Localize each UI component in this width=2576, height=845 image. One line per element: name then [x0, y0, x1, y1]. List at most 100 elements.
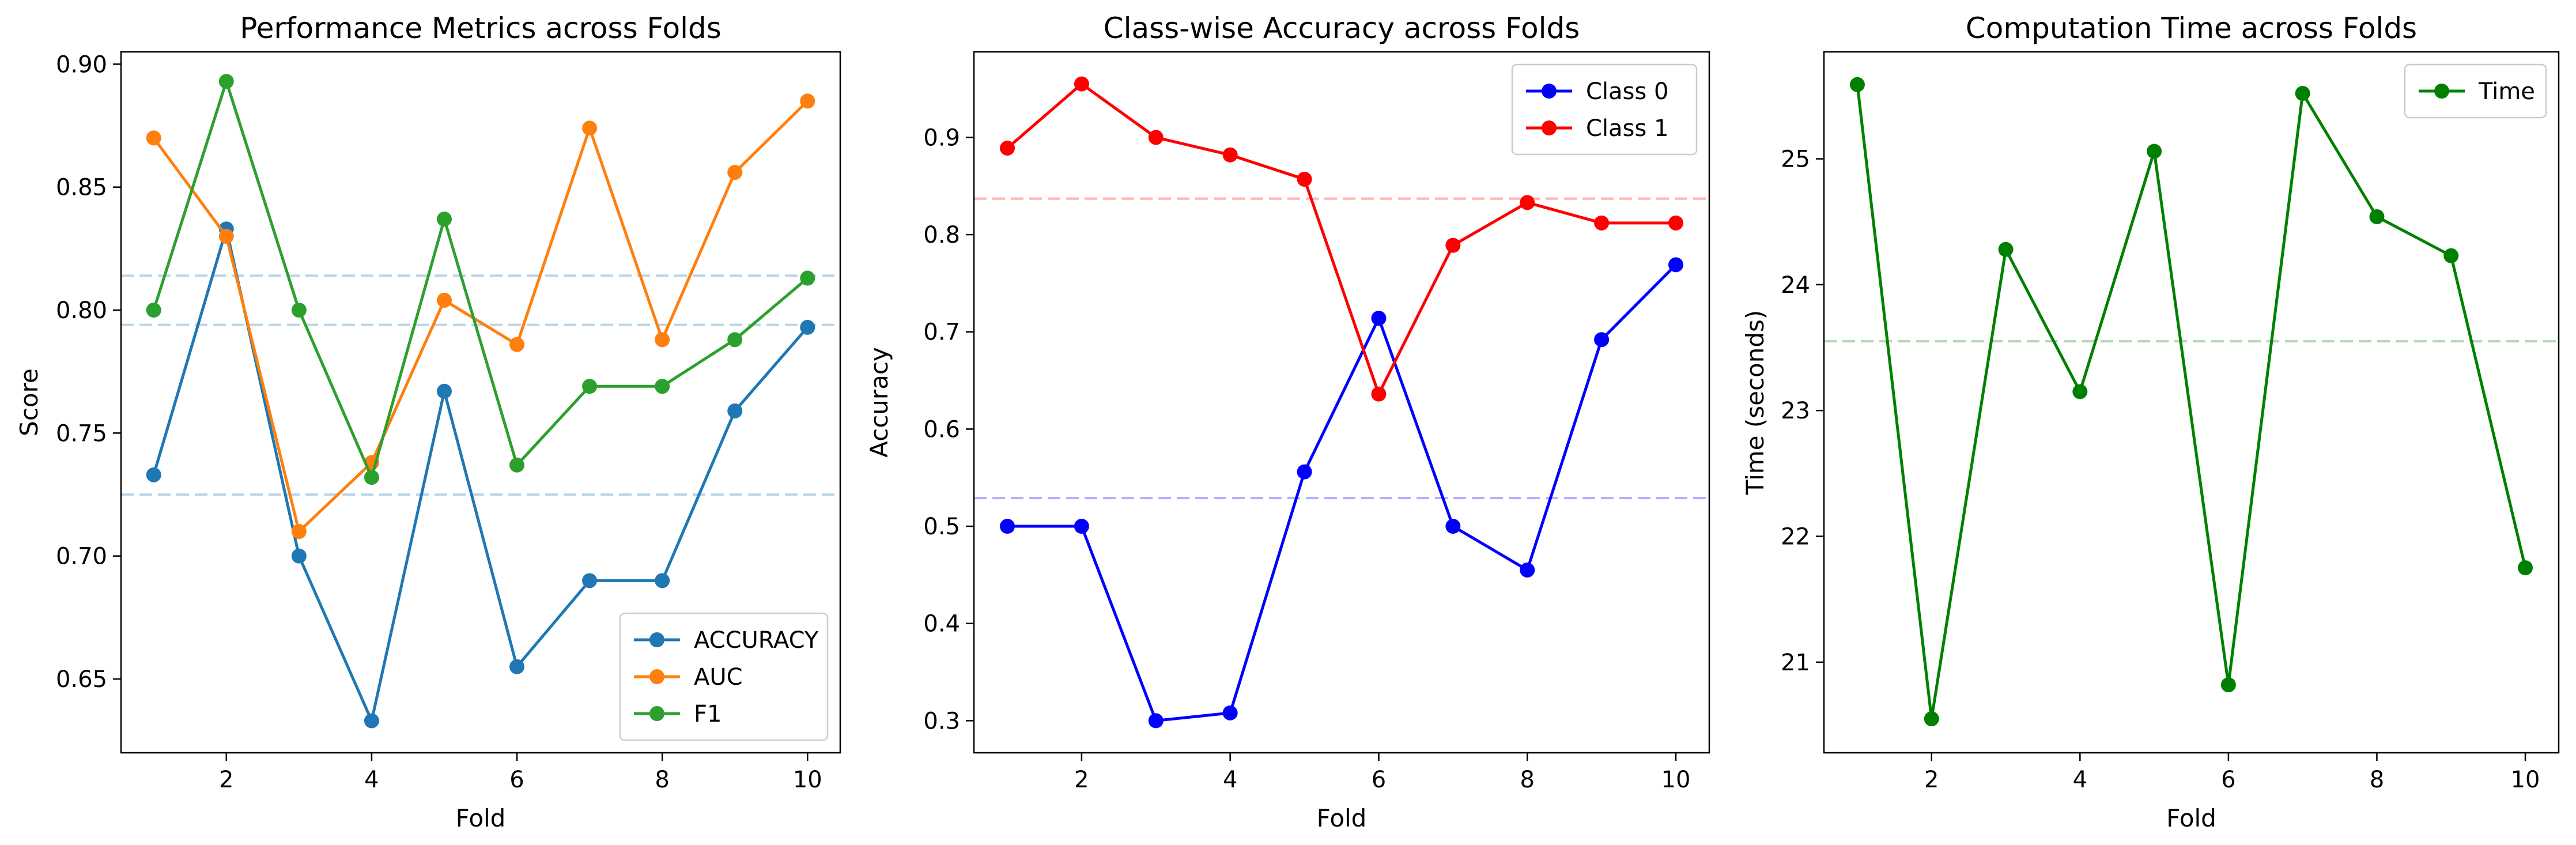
chart-title: Class-wise Accuracy across Folds	[1104, 12, 1580, 45]
x-tick-label: 8	[2370, 767, 2384, 793]
data-point	[1074, 76, 1089, 92]
data-point	[655, 573, 670, 589]
data-point	[1222, 147, 1238, 163]
legend: Class 0 Class 1	[1511, 63, 1698, 156]
legend-marker	[649, 632, 664, 647]
data-point	[1520, 562, 1535, 578]
axes-frame	[1823, 51, 2560, 754]
x-tick-label: 10	[1661, 767, 1691, 793]
legend-entry: AUC	[694, 664, 743, 691]
chart-title: Performance Metrics across Folds	[240, 12, 722, 45]
data-point	[800, 93, 815, 109]
axes-frame	[973, 51, 1710, 754]
legend-box	[1511, 63, 1698, 156]
x-tick-label: 8	[1520, 767, 1534, 793]
data-point	[1445, 519, 1461, 534]
data-point	[146, 303, 161, 318]
y-tick-label: 24	[1781, 272, 1810, 299]
data-point	[1998, 242, 2014, 257]
data-point	[1924, 711, 1939, 727]
legend-box	[619, 612, 829, 741]
data-point	[2518, 560, 2533, 576]
data-point	[1594, 332, 1610, 348]
legend-marker	[649, 669, 664, 684]
data-point	[1520, 195, 1535, 210]
data-point	[1148, 713, 1164, 729]
data-point	[1222, 705, 1238, 720]
data-point	[1000, 519, 1015, 534]
data-point	[1371, 311, 1387, 326]
data-point	[2072, 384, 2088, 399]
series-line-f1	[152, 80, 809, 479]
legend-entry: Class 1	[1586, 115, 1668, 142]
y-tick-label: 23	[1781, 398, 1810, 424]
data-point	[436, 292, 452, 308]
legend-marker	[1542, 84, 1557, 99]
legend-box	[2404, 63, 2547, 119]
data-point	[582, 573, 598, 589]
data-point	[1371, 386, 1387, 402]
data-point	[364, 470, 379, 485]
x-tick-label: 4	[364, 767, 379, 793]
x-axis-label: Fold	[1317, 804, 1367, 832]
legend-entry: Class 0	[1586, 78, 1668, 105]
y-tick-label: 25	[1781, 146, 1810, 173]
chart-panel-2: Class-wise Accuracy across Folds 2 4 6 8 10 0.…	[865, 12, 1710, 832]
x-tick-label: 10	[793, 767, 822, 793]
legend-entry: ACCURACY	[694, 627, 819, 654]
x-axis-label: Fold	[2166, 804, 2216, 832]
y-tick-label: 0.4	[923, 611, 960, 637]
chart-title: Computation Time across Folds	[1966, 12, 2417, 45]
series-line-class-1	[1006, 82, 1676, 396]
data-point	[1297, 464, 1312, 480]
data-point	[582, 120, 598, 136]
data-point	[727, 332, 743, 348]
data-point	[146, 130, 161, 146]
y-tick-label: 0.7	[923, 319, 960, 346]
x-tick-label: 6	[509, 767, 524, 793]
x-tick-label: 4	[2073, 767, 2087, 793]
x-tick-label: 8	[655, 767, 669, 793]
data-point	[655, 379, 670, 394]
legend-marker	[1542, 120, 1557, 135]
y-tick-label: 0.5	[923, 514, 960, 540]
data-point	[655, 332, 670, 348]
y-tick-label: 0.90	[56, 51, 107, 78]
data-point	[436, 212, 452, 227]
data-point	[1074, 519, 1089, 534]
axes-frame	[120, 51, 841, 754]
data-point	[364, 713, 379, 729]
data-point	[2369, 209, 2385, 224]
data-point	[2220, 677, 2236, 693]
data-point	[2147, 144, 2162, 159]
y-tick-label: 0.80	[56, 297, 107, 324]
data-point	[509, 659, 525, 674]
x-tick-label: 4	[1223, 767, 1237, 793]
y-tick-label: 0.70	[56, 544, 107, 570]
data-point	[1849, 77, 1865, 92]
y-tick-label: 21	[1781, 650, 1810, 676]
x-axis-label: Fold	[456, 804, 506, 832]
x-tick-label: 6	[1372, 767, 1386, 793]
data-point	[291, 303, 307, 318]
legend: Time	[2404, 63, 2547, 119]
y-tick-label: 0.85	[56, 175, 107, 201]
data-point	[800, 270, 815, 286]
data-point	[436, 383, 452, 399]
x-tick-label: 10	[2511, 767, 2540, 793]
data-point	[291, 548, 307, 564]
data-point	[509, 457, 525, 473]
series-line-accuracy	[152, 227, 809, 723]
y-tick-label: 0.6	[923, 416, 960, 443]
data-point	[727, 403, 743, 418]
y-axis-label: Accuracy	[865, 347, 893, 458]
legend: ACCURACY AUC F1	[619, 612, 829, 741]
data-point	[2443, 248, 2459, 263]
data-point	[1594, 215, 1610, 231]
x-tick-label: 2	[1924, 767, 1939, 793]
y-axis-label: Time (seconds)	[1741, 310, 1769, 496]
data-point	[146, 467, 161, 482]
data-point	[1297, 171, 1312, 187]
series-line-auc	[152, 100, 809, 533]
